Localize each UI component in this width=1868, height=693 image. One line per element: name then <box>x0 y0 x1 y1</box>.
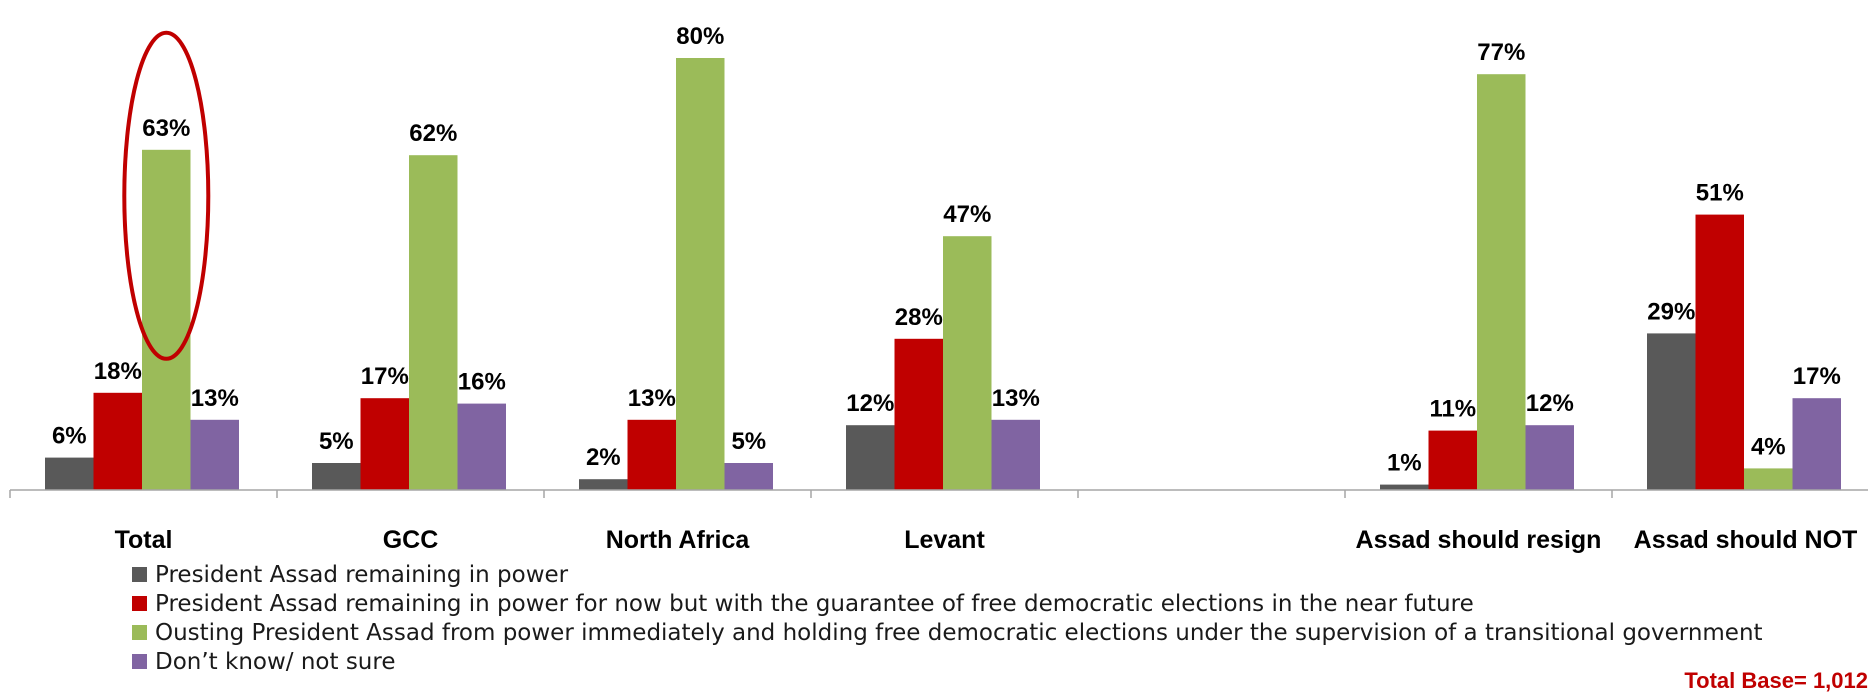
bar-levant-s2 <box>943 236 992 490</box>
legend-label-dont-know: Don’t know/ not sure <box>155 648 396 675</box>
legend-swatch-ousting <box>132 625 147 640</box>
bar-assad-should-resign-s0 <box>1380 484 1429 490</box>
bar-levant-s0 <box>846 425 895 490</box>
legend-item-ousting: Ousting President Assad from power immed… <box>132 618 1763 647</box>
data-label-assad-should-not-resign-s0: 29% <box>1647 298 1695 325</box>
data-label-total-s1: 18% <box>94 358 142 385</box>
bar-north-africa-s1 <box>627 419 676 490</box>
data-label-gcc-s2: 62% <box>409 120 457 147</box>
data-label-assad-should-resign-s3: 12% <box>1526 390 1574 417</box>
data-label-gcc-s1: 17% <box>361 363 409 390</box>
legend-label-remain-with-elections: President Assad remaining in power for n… <box>155 590 1474 617</box>
x-axis <box>9 489 1868 498</box>
bar-levant-s1 <box>894 338 943 490</box>
data-label-levant-s3: 13% <box>992 385 1040 412</box>
legend-swatch-remain <box>132 567 147 582</box>
data-label-assad-should-resign-s2: 77% <box>1477 39 1525 66</box>
bar-north-africa-s2 <box>676 58 725 490</box>
bar-total-s3 <box>190 419 239 490</box>
data-label-assad-should-resign-s1: 11% <box>1429 396 1476 423</box>
bar-north-africa-s3 <box>724 463 773 490</box>
highlight-ellipse <box>122 30 211 361</box>
data-label-north-africa-s2: 80% <box>676 23 724 50</box>
legend-label-ousting: Ousting President Assad from power immed… <box>155 619 1763 646</box>
data-labels: 6% 18% 63% 13% 5% 17% 62% 16% 2% 13% 80% 5% 12% 28% 47… <box>52 23 1841 477</box>
category-labels: Total GCC North Africa Levant Assad should r… <box>115 526 1858 554</box>
bar-assad-should-not-resign-s3 <box>1792 398 1841 490</box>
category-label-assad-should-not-resign: Assad should NOT <box>1634 526 1858 554</box>
data-label-total-s3: 13% <box>191 385 239 412</box>
bar-assad-should-not-resign-s0 <box>1647 333 1696 490</box>
bar-gcc-s2 <box>409 155 458 490</box>
data-label-assad-should-not-resign-s3: 17% <box>1793 363 1841 390</box>
data-label-north-africa-s0: 2% <box>586 444 621 471</box>
bar-assad-should-not-resign-s2 <box>1744 468 1793 490</box>
category-label-north-africa: North Africa <box>606 526 751 554</box>
bar-assad-should-resign-s1 <box>1428 430 1477 490</box>
data-label-assad-should-not-resign-s2: 4% <box>1751 433 1786 460</box>
bar-gcc-s0 <box>312 463 361 490</box>
category-label-gcc: GCC <box>383 526 439 554</box>
data-label-gcc-s0: 5% <box>319 428 354 455</box>
bar-north-africa-s0 <box>579 479 628 490</box>
bars-layer <box>45 58 1841 491</box>
legend-swatch-remain-with-elections <box>132 596 147 611</box>
bar-levant-s3 <box>991 419 1040 490</box>
bar-assad-should-not-resign-s1 <box>1695 214 1744 490</box>
category-label-levant: Levant <box>904 526 985 554</box>
category-label-assad-should-resign: Assad should resign <box>1356 526 1602 554</box>
legend-item-remain: President Assad remaining in power <box>132 560 1763 589</box>
bar-total-s1 <box>93 392 142 490</box>
data-label-levant-s0: 12% <box>846 390 894 417</box>
bar-gcc-s3 <box>457 403 506 490</box>
bar-assad-should-resign-s2 <box>1477 74 1526 490</box>
legend-swatch-dont-know <box>132 654 147 669</box>
bar-gcc-s1 <box>360 398 409 490</box>
data-label-total-s0: 6% <box>52 423 87 450</box>
category-label-total: Total <box>115 526 173 554</box>
data-label-north-africa-s3: 5% <box>731 428 766 455</box>
highlight-layer <box>122 30 211 361</box>
data-label-total-s2: 63% <box>142 115 190 142</box>
data-label-assad-should-not-resign-s1: 51% <box>1696 180 1744 207</box>
data-label-gcc-s3: 16% <box>458 369 506 396</box>
data-label-assad-should-resign-s0: 1% <box>1387 450 1422 477</box>
bar-total-s0 <box>45 457 94 490</box>
legend-label-remain: President Assad remaining in power <box>155 561 569 588</box>
legend: President Assad remaining in power Presi… <box>132 560 1763 676</box>
data-label-north-africa-s1: 13% <box>628 385 676 412</box>
bar-assad-should-resign-s3 <box>1525 425 1574 490</box>
bar-total-s2 <box>142 149 191 491</box>
total-base-note: Total Base= 1,012 <box>1684 668 1868 693</box>
data-label-levant-s2: 47% <box>943 201 991 228</box>
bar-chart: 6% 18% 63% 13% 5% 17% 62% 16% 2% 13% 80% 5% 12% 28% 47… <box>9 23 1868 554</box>
legend-item-dont-know: Don’t know/ not sure <box>132 647 1763 676</box>
data-label-levant-s1: 28% <box>895 304 943 331</box>
legend-item-remain-with-elections: President Assad remaining in power for n… <box>132 589 1763 618</box>
